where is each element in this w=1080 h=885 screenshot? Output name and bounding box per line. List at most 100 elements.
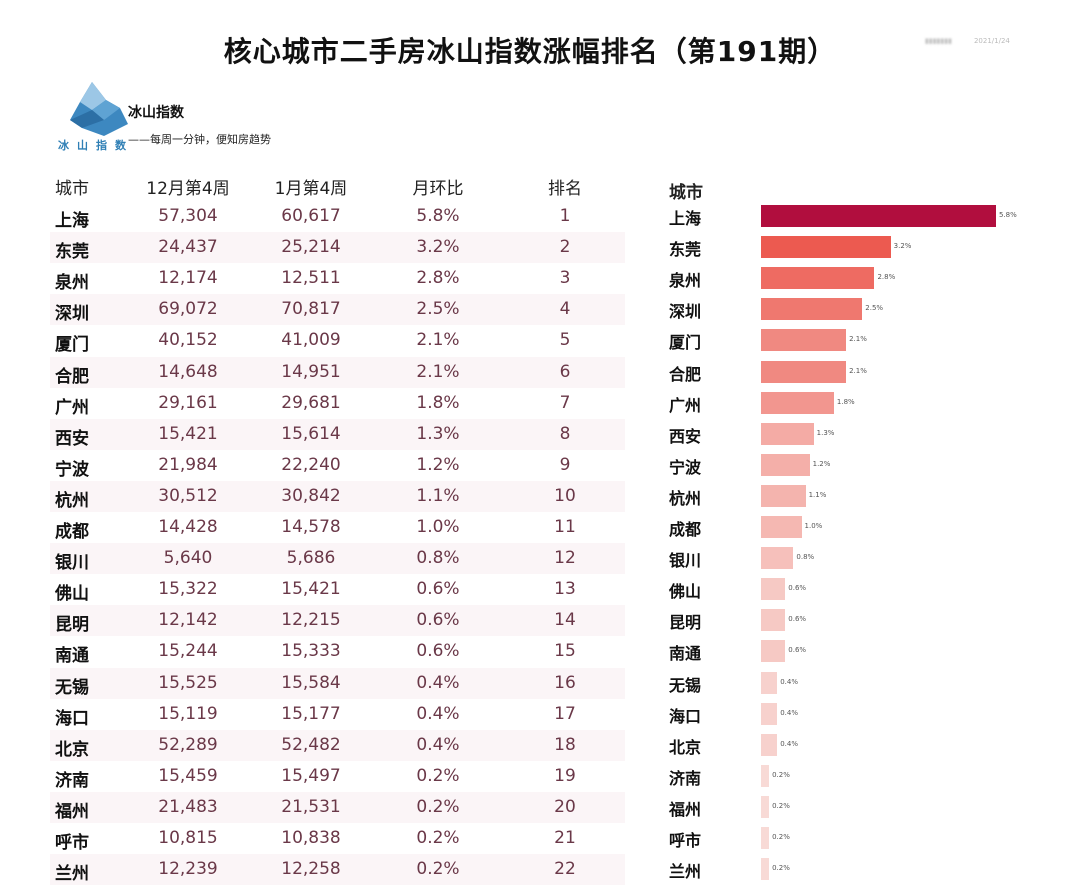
cell-mom: 3.2%	[416, 237, 460, 258]
cell-dec-week4: 12,174	[158, 268, 218, 289]
bar-category-label: 泉州	[669, 271, 702, 291]
logo-text: 冰山指数	[58, 139, 134, 152]
cell-rank: 9	[559, 454, 571, 475]
table-row: 厦门 40,152 41,009 2.1% 5	[50, 325, 625, 356]
bar-category-label: 福州	[669, 799, 702, 819]
cell-dec-week4: 29,161	[158, 392, 218, 413]
bar	[761, 764, 770, 787]
cell-mom: 2.5%	[416, 299, 460, 320]
bar	[761, 236, 891, 259]
cell-rank: 10	[554, 485, 576, 506]
cell-rank: 1	[559, 206, 571, 226]
cell-rank: 12	[554, 548, 576, 569]
cell-dec-week4: 69,072	[158, 299, 218, 320]
cell-mom: 0.8%	[416, 548, 460, 569]
cell-rank: 16	[554, 672, 576, 693]
table-row: 北京 52,289 52,482 0.4% 18	[50, 729, 625, 761]
bar-category-label: 济南	[669, 768, 702, 788]
bar-data-label: 2.5%	[865, 304, 884, 313]
cell-jan-week4: 12,215	[281, 610, 341, 631]
bar	[761, 578, 786, 601]
cell-jan-week4: 21,531	[281, 796, 341, 817]
cell-jan-week4: 5,686	[286, 548, 336, 569]
table-row: 呼市 10,815 10,838 0.2% 21	[50, 823, 625, 854]
cell-dec-week4: 14,648	[158, 361, 218, 382]
cell-mom: 0.6%	[416, 610, 460, 631]
cell-jan-week4: 30,842	[281, 485, 341, 506]
bar-data-label: 0.4%	[780, 739, 798, 748]
table-row: 无锡 15,525 15,584 0.4% 16	[50, 667, 625, 699]
cell-dec-week4: 21,984	[158, 454, 218, 475]
cell-dec-week4: 10,815	[158, 828, 218, 848]
cell-jan-week4: 29,681	[281, 392, 341, 413]
header-dec-week4: 12月第4周	[146, 179, 230, 199]
cell-rank: 3	[559, 268, 571, 289]
cell-city: 杭州	[55, 490, 89, 511]
table-row: 东莞 24,437 25,214 3.2% 2	[50, 232, 625, 264]
bar	[761, 671, 778, 694]
cell-rank: 2	[559, 237, 571, 258]
cell-dec-week4: 14,428	[158, 517, 218, 537]
cell-city: 上海	[55, 211, 89, 231]
table-row: 昆明 12,142 12,215 0.6% 14	[50, 605, 625, 637]
bar	[761, 360, 847, 383]
table-row: 合肥 14,648 14,951 2.1% 6	[50, 356, 625, 388]
bar-data-label: 1.3%	[816, 428, 835, 437]
header-jan-week4: 1月第4周	[274, 179, 348, 199]
table-row: 南通 15,244 15,333 0.6% 15	[50, 636, 625, 667]
cell-city: 昆明	[55, 615, 89, 636]
cell-mom: 1.8%	[416, 392, 460, 413]
cell-mom: 0.6%	[416, 641, 460, 662]
bar	[761, 795, 770, 818]
cell-jan-week4: 15,614	[281, 423, 341, 444]
bar-category-label: 上海	[669, 209, 702, 228]
bar-data-label: 0.4%	[780, 677, 798, 686]
bar	[761, 609, 786, 632]
cell-city: 东莞	[55, 242, 89, 263]
cell-rank: 18	[554, 734, 576, 755]
bar-data-label: 0.8%	[796, 553, 815, 562]
bar-category-label: 无锡	[669, 675, 702, 695]
cell-jan-week4: 12,258	[281, 859, 341, 880]
bar-category-label: 宁波	[669, 457, 702, 477]
cell-city: 北京	[55, 739, 89, 760]
cell-jan-week4: 70,817	[281, 299, 341, 320]
cell-city: 西安	[55, 428, 89, 449]
cell-rank: 17	[554, 703, 576, 724]
bar-data-label: 0.2%	[772, 833, 790, 841]
bar	[761, 640, 786, 663]
bar	[761, 205, 996, 227]
cell-city: 厦门	[55, 335, 89, 356]
bar	[761, 329, 847, 352]
cell-dec-week4: 15,459	[158, 765, 218, 786]
bar-data-label: 1.8%	[836, 397, 855, 406]
bar-data-label: 3.2%	[893, 242, 912, 251]
header-mom: 月环比	[412, 179, 464, 199]
cell-jan-week4: 52,482	[281, 734, 341, 755]
bar-data-label: 5.8%	[999, 211, 1017, 219]
bar	[761, 391, 834, 414]
cell-city: 海口	[55, 708, 89, 729]
bar-category-label: 成都	[669, 520, 702, 539]
table-row: 银川 5,640 5,686 0.8% 12	[50, 543, 625, 575]
cell-city: 深圳	[55, 304, 89, 325]
header-city: 城市	[55, 179, 89, 199]
cell-mom: 2.1%	[416, 330, 460, 351]
bar-data-label: 0.4%	[780, 708, 798, 717]
bar-category-label: 北京	[669, 737, 702, 757]
cell-mom: 1.0%	[416, 517, 460, 537]
cell-jan-week4: 15,584	[281, 672, 341, 693]
bar-data-label: 2.1%	[849, 335, 867, 344]
cell-city: 无锡	[55, 677, 89, 698]
bar	[761, 422, 814, 445]
table-row: 福州 21,483 21,531 0.2% 20	[50, 791, 625, 823]
cell-rank: 22	[554, 859, 576, 880]
table-row: 深圳 69,072 70,817 2.5% 4	[50, 294, 625, 326]
bar-data-label: 0.2%	[772, 864, 790, 873]
cell-dec-week4: 15,525	[158, 672, 218, 693]
cell-jan-week4: 14,951	[281, 361, 341, 382]
bar-category-label: 昆明	[669, 613, 702, 633]
brand-name: 冰山指数	[128, 105, 184, 121]
cell-city: 广州	[55, 397, 89, 418]
table-row: 上海 57,304 60,617 5.8% 1	[50, 201, 625, 232]
